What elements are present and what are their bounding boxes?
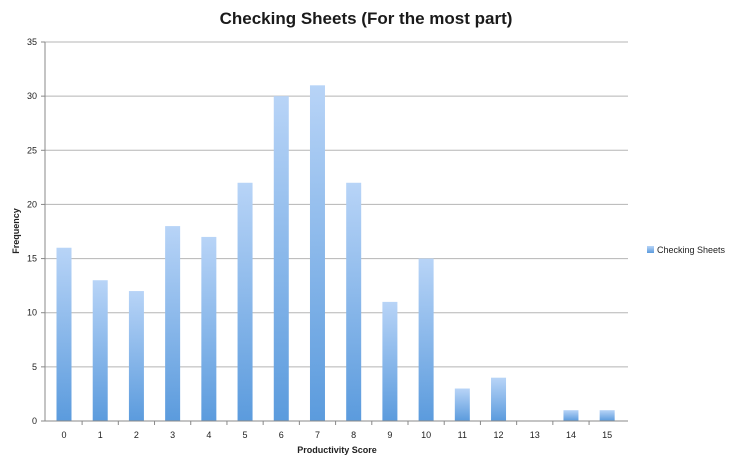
bar-9: [382, 301, 398, 421]
x-tick-label: 3: [170, 430, 175, 440]
bar-4: [201, 236, 217, 421]
x-axis-ticks: 0 1 2 3 4 5 6 7 8 9 10 11 12 13 14 15: [61, 421, 612, 440]
x-tick-label: 2: [134, 430, 139, 440]
x-tick-label: 10: [421, 430, 431, 440]
y-axis-label: Frequency: [11, 208, 21, 254]
y-axis-ticks: 0 5 10 15 20 25 30 35: [27, 37, 45, 426]
bar-0: [56, 247, 72, 421]
bar-8: [346, 182, 362, 421]
x-tick-label: 5: [243, 430, 248, 440]
bar-7: [309, 85, 325, 422]
bar-15: [599, 410, 615, 421]
y-tick-label: 15: [27, 254, 37, 264]
y-tick-label: 25: [27, 145, 37, 155]
x-tick-label: 8: [351, 430, 356, 440]
bar-12: [491, 377, 507, 421]
legend: Checking Sheets: [647, 245, 726, 255]
y-tick-label: 5: [32, 362, 37, 372]
x-tick-label: 14: [566, 430, 576, 440]
bar-14: [563, 410, 579, 421]
bar-10: [418, 258, 434, 421]
y-tick-label: 20: [27, 199, 37, 209]
x-tick-label: 11: [458, 430, 467, 440]
chart-title: Checking Sheets (For the most part): [220, 9, 513, 28]
x-tick-label: 9: [387, 430, 392, 440]
x-tick-label: 6: [279, 430, 284, 440]
x-tick-label: 0: [61, 430, 66, 440]
bar-2: [128, 291, 144, 421]
x-tick-label: 15: [602, 430, 612, 440]
x-tick-label: 12: [494, 430, 504, 440]
legend-label: Checking Sheets: [657, 245, 726, 255]
y-tick-label: 35: [27, 37, 37, 47]
y-tick-label: 0: [32, 416, 37, 426]
x-tick-label: 13: [530, 430, 540, 440]
bars: [56, 85, 615, 422]
y-tick-label: 30: [27, 91, 37, 101]
bar-3: [165, 226, 181, 421]
x-tick-label: 4: [206, 430, 211, 440]
bar-1: [92, 280, 108, 421]
bar-5: [237, 182, 253, 421]
bar-11: [454, 388, 470, 421]
x-tick-label: 1: [98, 430, 103, 440]
x-axis-label: Productivity Score: [297, 445, 377, 455]
legend-swatch: [647, 246, 654, 253]
x-tick-label: 7: [315, 430, 320, 440]
y-tick-label: 10: [27, 308, 37, 318]
bar-6: [273, 96, 289, 422]
